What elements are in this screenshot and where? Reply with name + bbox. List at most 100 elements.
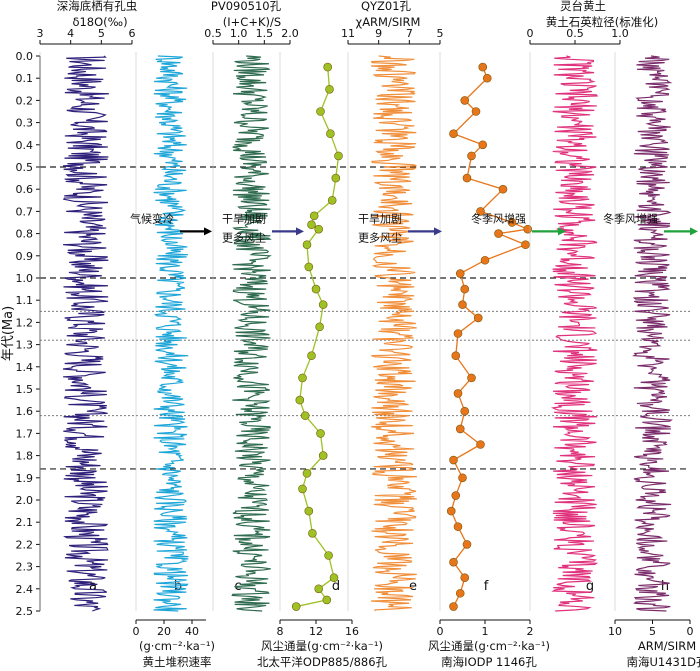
panel-f-data-point [453, 389, 463, 398]
panel-f-data-point [462, 540, 472, 549]
panel-d-series-line [296, 67, 340, 608]
panel-e-tick-label: 9 [375, 27, 382, 40]
arrow-label-2-0: 干旱加剧 [358, 212, 402, 225]
arrow-head [434, 227, 442, 236]
panel-d-data-point [334, 151, 343, 161]
panel-b-series-line [153, 55, 189, 612]
panel-b-tick-label: 0 [133, 625, 140, 638]
panel-c-tick-label: 1.5 [256, 27, 274, 40]
arrow-head [558, 227, 566, 236]
panel-f-data-point [467, 373, 476, 383]
arrow-head [690, 227, 698, 236]
panel-f-data-point [458, 473, 467, 483]
panel-f-data-point [449, 129, 458, 138]
panel-f-data-point [451, 491, 461, 500]
panel-f-data-point [482, 73, 492, 83]
y-tick-label: 0.6 [16, 183, 34, 196]
panel-d-data-point [309, 211, 319, 221]
panel-e-tick-label: 11 [341, 27, 355, 40]
reference-lines [40, 166, 690, 470]
panel-c-tick-label: 2.0 [281, 27, 299, 40]
panel-d-data-point [329, 573, 339, 583]
panel-f-tick-label: 1 [482, 625, 489, 638]
panel-f-data-point [449, 455, 458, 465]
panel-f-data-point [449, 557, 458, 567]
panel-f-data-point [480, 255, 490, 265]
panel-f-data-point [460, 406, 470, 416]
panel-f-data-point [460, 96, 470, 105]
y-tick-label: 1.6 [16, 405, 34, 418]
panel-d-data-point [331, 173, 341, 183]
panel-f-data-point [458, 300, 467, 309]
panel-b: 0 20 40(g·cm⁻²·ka⁻¹) 黄土堆积速率 b [133, 52, 215, 669]
panel-f-data-point [455, 424, 465, 434]
panel-f-tick-label: 0 [437, 625, 444, 638]
panel-f-data-point [478, 62, 488, 72]
panel-g-title-1: 黄土石英粒径(标准化) [546, 15, 658, 29]
panel-f-data-point [494, 229, 503, 238]
panel-e-letter: e [409, 579, 417, 594]
panel-d-caption-0: 风尘通量(g·cm⁻²·ka⁻¹) [261, 639, 383, 653]
panel-d-data-point [314, 584, 324, 594]
panel-a-tick-label: 3 [37, 27, 44, 40]
panel-d-data-point [326, 129, 335, 138]
arrow-label-1-0: 干旱加剧 [222, 212, 266, 225]
panel-h-letter: h [661, 579, 669, 594]
y-tick-label: 0.9 [16, 250, 34, 263]
panel-d-data-point [304, 262, 314, 272]
panel-d-data-point [298, 484, 307, 494]
panel-a-series-line [62, 55, 109, 612]
panel-f-data-point [473, 313, 483, 323]
panel-b-caption-1: 黄土堆积速率 [143, 655, 212, 669]
y-tick-label: 2.3 [16, 561, 34, 574]
panel-e: 11 9 7 5 QYZ01孔 χARM/SIRM e [341, 0, 444, 612]
panel-h-tick-label: 5 [649, 625, 656, 638]
panel-d-data-point [304, 506, 314, 516]
panel-b-tick-label: 40 [185, 625, 199, 638]
panel-d-tick-label: 8 [277, 625, 284, 638]
panel-h-caption-1: 南海U1431D孔 [626, 655, 700, 669]
panel-d-letter: d [332, 579, 340, 594]
panel-f-data-point [453, 522, 463, 531]
panel-f-data-point [476, 207, 485, 216]
y-tick-label: 0.5 [16, 161, 34, 174]
panel-g-tick-label: 0 [527, 27, 534, 40]
panel-e-title-0: QYZ01孔 [361, 0, 412, 13]
y-tick-label: 0.4 [16, 139, 34, 152]
panel-d-data-point [302, 469, 312, 478]
y-tick-label: 0.7 [16, 205, 34, 218]
panel-f-data-point [507, 218, 517, 227]
panel-h-caption-0: ARM/SIRM [638, 639, 696, 653]
panel-f-data-point [451, 351, 461, 361]
y-tick-label: 2.0 [16, 494, 34, 507]
panel-e-series-line [370, 55, 418, 612]
y-tick-label: 1.3 [16, 339, 34, 352]
panel-f-series-line [450, 66, 531, 607]
panel-d-data-point [316, 107, 325, 116]
y-tick-label: 2.2 [16, 538, 34, 551]
y-tick-label: 2.1 [16, 516, 34, 529]
panel-d-data-point [298, 373, 307, 383]
panel-d-data-point [325, 85, 334, 94]
panel-a-tick-label: 4 [67, 27, 74, 40]
y-tick-label: 1.0 [16, 272, 34, 285]
panel-h-tick-label: 10 [608, 625, 622, 638]
panel-d-data-point [322, 595, 332, 605]
panel-a-title-0: 深海底栖有孔虫 [57, 0, 138, 13]
panel-g-tick-label: 1.0 [611, 27, 629, 40]
y-tick-label: 1.4 [16, 361, 34, 374]
panel-h-tick-label: 0 [687, 625, 694, 638]
panel-f-data-point [467, 151, 476, 161]
panel-g-letter: g [586, 579, 594, 594]
panel-f-tick-label: 2 [527, 625, 534, 638]
panel-d-data-point [318, 451, 328, 460]
panel-a-tick-label: 6 [129, 27, 136, 40]
panel-d-data-point [300, 411, 310, 420]
panel-d-data-point [316, 429, 325, 438]
panel-d-data-point [318, 300, 328, 309]
panel-b-letter: b [174, 579, 182, 594]
